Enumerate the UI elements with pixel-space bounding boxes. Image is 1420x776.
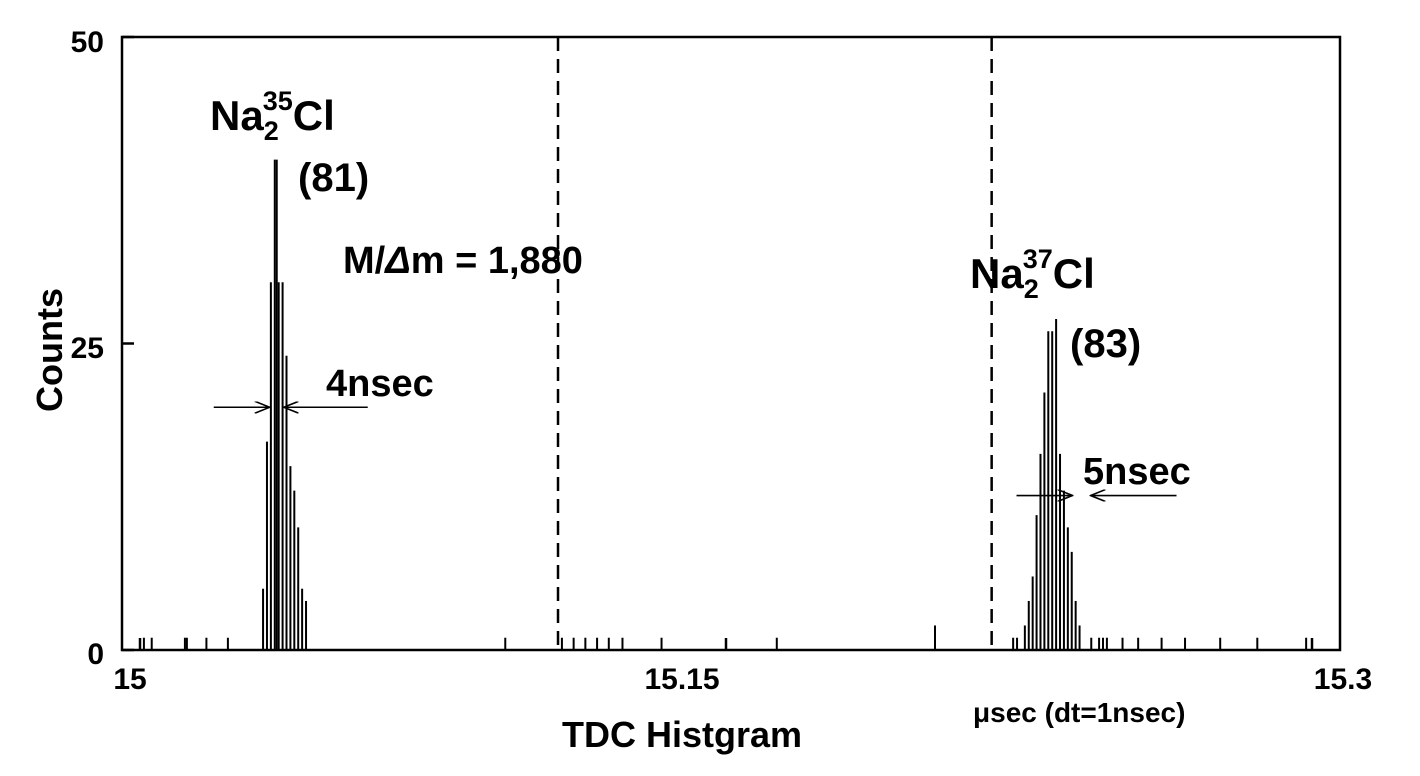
y-axis-title: Counts (29, 288, 70, 412)
fwhm-label-4nsec: 4nsec (326, 363, 434, 405)
y-tick-label-0: 0 (87, 638, 104, 671)
peak-mass-81: (81) (298, 156, 369, 200)
x-tick-label-15: 15 (113, 663, 146, 696)
fwhm-annotations (213, 407, 1177, 495)
y-tick-label-25: 25 (71, 332, 104, 365)
peak-mass-83: (83) (1070, 322, 1141, 366)
resolution-annotation: M/Δm = 1,880 (343, 240, 583, 282)
histogram-bars (142, 159, 1308, 650)
peak-label-na2-37cl: Na237Cl (970, 244, 1095, 304)
peak-label-na2-35cl: Na235Cl (210, 86, 335, 146)
reference-lines (556, 37, 993, 650)
x-axis-title: TDC Histgram (562, 714, 802, 755)
x-axis-unit-label: μsec (dt=1nsec) (973, 697, 1185, 728)
fwhm-label-5nsec: 5nsec (1083, 451, 1191, 493)
axis-ticks (122, 35, 1314, 652)
y-tick-label-50: 50 (71, 26, 104, 59)
x-tick-label-15-3: 15.3 (1314, 663, 1372, 696)
x-tick-label-15-15: 15.15 (644, 663, 719, 696)
